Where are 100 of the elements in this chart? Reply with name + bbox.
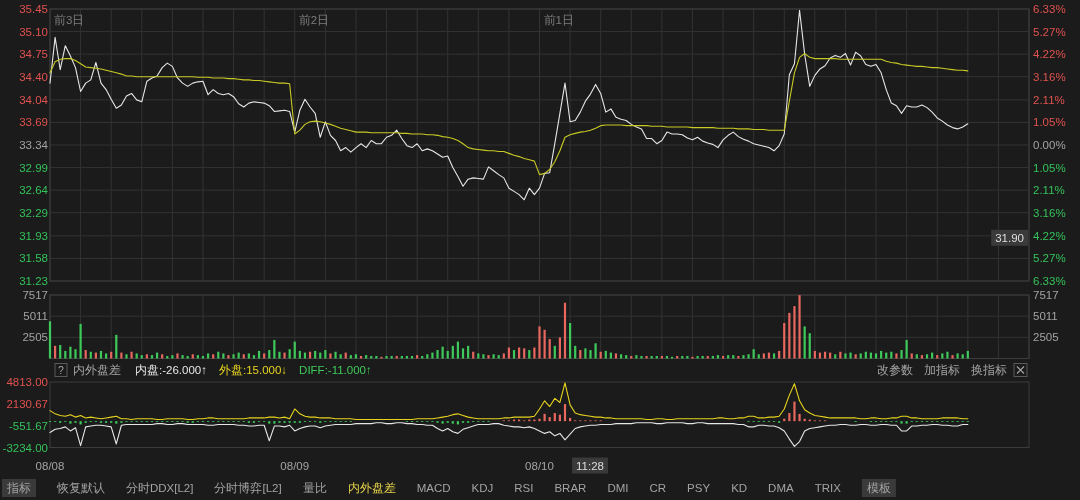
tab-label: RSI (514, 482, 534, 494)
x-tick-label: 08/09 (280, 459, 310, 472)
bar (257, 350, 261, 359)
bar (206, 353, 210, 359)
tab-label: 量比 (302, 482, 327, 494)
bar (966, 350, 969, 359)
bar (431, 352, 434, 359)
bar (166, 355, 169, 359)
y-tick-label: 2130.67 (6, 397, 48, 410)
y-tick-label: 31.58 (19, 252, 48, 265)
bar (140, 355, 143, 359)
y2-tick-label: 5.27% (1033, 25, 1066, 38)
bar (196, 355, 199, 359)
bar (308, 351, 312, 359)
bar (767, 352, 771, 359)
tab-label: KD (731, 482, 748, 494)
bar (869, 352, 873, 359)
bar (400, 355, 403, 359)
bar (497, 355, 500, 359)
bar (334, 351, 337, 359)
bar (681, 355, 684, 359)
bar (303, 352, 307, 359)
y-tick-label: 31.23 (19, 275, 48, 287)
bar (584, 348, 587, 359)
bar (89, 351, 92, 359)
bar (298, 350, 301, 359)
bar (813, 350, 816, 359)
tab-label: 模板 (866, 482, 891, 494)
bar (278, 351, 281, 359)
y-tick-label: 35.45 (19, 3, 48, 15)
bar (543, 329, 546, 359)
bar (931, 352, 934, 359)
bar (145, 354, 148, 359)
y2-tick-label: 6.33% (1033, 3, 1066, 15)
bar (905, 421, 908, 424)
bar (104, 353, 108, 359)
bar (568, 323, 572, 359)
bar (783, 323, 786, 359)
tab-label: MACD (416, 482, 451, 494)
bar (721, 355, 725, 359)
bar (405, 355, 409, 359)
y2-tick-label: 7517 (1033, 289, 1059, 301)
bar (370, 355, 373, 359)
legend: 内盘:-26.000↑ 外盘:15.000↓ DIFF:-11.000↑ (135, 364, 372, 376)
bar (354, 354, 358, 359)
bar (951, 355, 954, 359)
bar (512, 350, 516, 359)
bar (864, 351, 867, 359)
bar (155, 352, 159, 359)
annotation: 31.90 (995, 231, 1024, 244)
bar (900, 421, 903, 424)
bar (252, 355, 256, 359)
bar (161, 354, 164, 359)
bar (742, 355, 745, 359)
bar (461, 348, 465, 359)
y-tick-label: 34.04 (19, 93, 49, 106)
bar (74, 349, 77, 359)
bar (79, 323, 82, 359)
bar (716, 355, 720, 359)
bar (329, 353, 332, 359)
text: 换指标 (971, 364, 1007, 376)
bar (283, 352, 286, 359)
bar (599, 351, 602, 359)
bar (472, 351, 475, 359)
bar (762, 353, 765, 359)
bar (604, 350, 607, 359)
bar (441, 421, 444, 424)
y2-tick-label: 2.11% (1033, 184, 1065, 197)
bar (528, 350, 531, 359)
tab-label: DMI (607, 482, 629, 494)
bar (823, 351, 827, 359)
y-tick-label: -551.67 (8, 419, 48, 432)
bar (711, 355, 714, 359)
bar (115, 421, 118, 424)
bar (441, 346, 444, 359)
bar (349, 355, 352, 359)
bar (176, 353, 179, 359)
tab-label: PSY (687, 482, 711, 494)
line-series (49, 422, 969, 447)
bar (135, 353, 138, 359)
bar (558, 337, 561, 359)
bar (59, 344, 62, 359)
bar (492, 354, 495, 359)
y2-tick-label: 4.22% (1033, 48, 1066, 61)
bar (910, 353, 913, 359)
bar (84, 350, 87, 359)
bar (48, 321, 52, 359)
bar (247, 353, 250, 359)
bar (54, 345, 57, 359)
y-tick-label: 33.69 (19, 116, 48, 129)
tab-label: 指标 (7, 482, 31, 494)
bar (482, 354, 485, 359)
y-tick-label: 35.10 (19, 25, 48, 38)
bar (752, 349, 755, 359)
y-tick-label: 33.34 (19, 139, 49, 151)
bar (650, 355, 653, 359)
bar (319, 352, 322, 359)
bar (94, 352, 97, 359)
bar (502, 353, 505, 359)
annotation: 前2日 (298, 14, 330, 26)
